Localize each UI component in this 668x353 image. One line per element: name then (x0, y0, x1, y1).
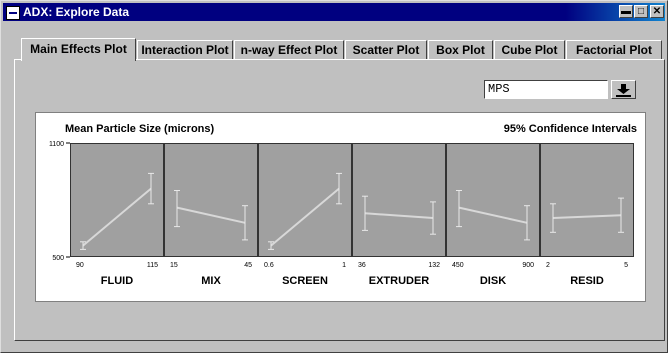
level-label: 36 (358, 262, 366, 269)
level-label: 2 (546, 262, 550, 269)
tab-interaction-plot[interactable]: Interaction Plot (137, 40, 233, 59)
main-effects-panel: MPS Mean Particle Size (microns) 95% Con… (14, 59, 665, 341)
maximize-button[interactable]: □ (634, 5, 648, 18)
level-label: 5 (624, 262, 628, 269)
tab-box-plot[interactable]: Box Plot (428, 40, 493, 59)
level-label: 45 (244, 262, 252, 269)
tab-n-way-effect-plot[interactable]: n-way Effect Plot (234, 40, 344, 59)
level-label: 90 (76, 262, 84, 269)
factor-panel (258, 143, 352, 257)
title-bar[interactable]: ADX: Explore Data ▬ □ ✕ (3, 3, 665, 21)
effect-line (82, 187, 152, 247)
factor-label: DISK (480, 275, 506, 287)
close-icon: ✕ (652, 6, 662, 17)
download-arrow-icon (616, 84, 631, 97)
close-button[interactable]: ✕ (650, 5, 664, 18)
main-effects-chart: Mean Particle Size (microns) 95% Confide… (35, 112, 646, 302)
tab-scatter-plot[interactable]: Scatter Plot (345, 40, 427, 59)
y-tick-label: 1100 (49, 141, 64, 148)
effect-line (270, 187, 340, 247)
minimize-button[interactable]: ▬ (619, 5, 633, 18)
effect-line (552, 214, 622, 220)
response-dropdown-button[interactable] (611, 80, 636, 99)
y-tick-label: 500 (52, 255, 64, 262)
factor-label: RESID (570, 275, 604, 287)
effect-line (458, 206, 528, 224)
factor-label: MIX (201, 275, 221, 287)
level-label: 115 (147, 262, 158, 269)
minimize-icon: ▬ (621, 6, 631, 17)
factor-label: EXTRUDER (369, 275, 430, 287)
factor-label: SCREEN (282, 275, 328, 287)
tab-main-effects-plot[interactable]: Main Effects Plot (21, 38, 136, 61)
level-label: 132 (428, 262, 440, 269)
effect-line (176, 206, 246, 224)
factor-panel (164, 143, 258, 257)
maximize-icon: □ (637, 6, 645, 17)
chart-subtitle: 95% Confidence Intervals (503, 123, 637, 135)
tab-cube-plot[interactable]: Cube Plot (494, 40, 565, 59)
factor-panel (352, 143, 446, 257)
chart-title: Mean Particle Size (microns) (65, 123, 215, 135)
factor-panel (70, 143, 164, 257)
level-label: 450 (452, 262, 464, 269)
app-icon[interactable] (6, 6, 20, 20)
level-label: 1 (342, 262, 346, 269)
factor-label: FLUID (101, 275, 133, 287)
factor-panel (540, 143, 634, 257)
chart-plot-area: 500 1100 90 115 FLUID 15 45 MIX 0.6 1 SCREEN 36 132 E… (49, 141, 634, 287)
tab-factorial-plot[interactable]: Factorial Plot (566, 40, 662, 59)
level-label: 900 (522, 262, 534, 269)
level-label: 0.6 (264, 262, 274, 269)
response-select[interactable]: MPS (484, 80, 608, 99)
factor-panel (446, 143, 540, 257)
window-title: ADX: Explore Data (23, 5, 130, 19)
level-label: 15 (170, 262, 178, 269)
effect-line (364, 212, 434, 220)
